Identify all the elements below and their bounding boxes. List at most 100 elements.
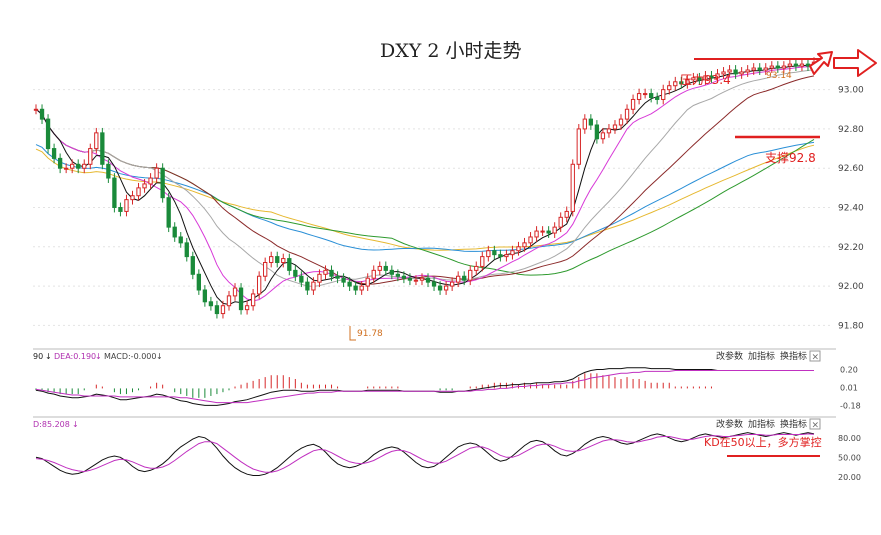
candle-body (124, 199, 129, 212)
candle-body (745, 69, 750, 73)
candle-body (510, 250, 515, 256)
ma10-line (35, 65, 815, 302)
candle-body (190, 256, 195, 275)
candle-body (136, 187, 141, 197)
candle-body (793, 63, 799, 67)
candle-body (142, 183, 147, 189)
candle-body (781, 65, 787, 69)
kd-close-icon: × (812, 421, 820, 431)
candle-body (395, 273, 401, 277)
kd-switch-indicator-button[interactable]: 换指标 (780, 418, 807, 430)
kd-tick-label: 20.00 (838, 473, 861, 482)
candle-body (474, 265, 479, 271)
candle-body (775, 65, 780, 69)
macd-dea-line (35, 370, 814, 404)
macd-panel: 90 ↓ DEA:0.190 ↓ MACD:-0.000 ↓ 改参数 加指标 换… (33, 350, 821, 363)
candle-body (799, 63, 805, 67)
kd-k-line (35, 432, 815, 476)
price-tick-label: 92.00 (838, 282, 864, 292)
macd-tick-label: 0.20 (840, 366, 858, 375)
kd-d-line (35, 433, 815, 473)
candle-body (564, 210, 569, 218)
candle-body (552, 226, 557, 234)
candle-body (594, 124, 600, 140)
macd-switch-indicator-button[interactable]: 换指标 (780, 350, 807, 362)
macd-modify-params-button[interactable]: 改参数 (716, 350, 743, 362)
candle-body (558, 216, 563, 228)
kd-add-indicator-button[interactable]: 加指标 (748, 418, 775, 430)
right-arrow-icon (833, 49, 877, 77)
macd-axis: 0.20 0.01 -0.18 (840, 366, 861, 411)
candle-body (82, 163, 87, 169)
main-grid (33, 89, 830, 326)
candle-body (220, 305, 226, 315)
candle-body (293, 269, 298, 277)
candle-body (769, 65, 774, 69)
candle-body (534, 230, 539, 238)
price-tick-label: 92.20 (838, 243, 864, 253)
price-tick-label: 92.60 (838, 164, 864, 174)
candle-body (323, 269, 328, 275)
kd-d-arrow: ↓ (72, 420, 79, 429)
candle-body (443, 285, 449, 291)
candle-body (184, 242, 189, 258)
candle-body (238, 287, 244, 311)
candle-body (130, 195, 135, 201)
kd-note-label: KD在50以上，多方掌控 (704, 435, 822, 449)
price-tick-label: 93.00 (838, 86, 864, 96)
ma30-line (35, 75, 815, 285)
candle-body (359, 285, 364, 291)
candle-body (100, 132, 105, 165)
candle-body (606, 128, 612, 134)
candle-body (45, 118, 51, 150)
macd-close-button[interactable] (809, 350, 821, 362)
kd-panel: D:85.208 ↓ 改参数 加指标 换指标 × (33, 418, 821, 431)
kd-close-button[interactable] (809, 418, 821, 430)
candle-body (112, 177, 117, 209)
candle-body (649, 93, 654, 98)
candle-body (383, 265, 388, 271)
kd-tick-label: 80.00 (838, 434, 861, 443)
candle-body (576, 128, 581, 165)
candle-body (667, 85, 672, 91)
candle-body (63, 167, 69, 170)
candle-body (492, 250, 497, 256)
candle-body (787, 63, 793, 67)
candle-body (498, 254, 503, 258)
candle-body (679, 81, 684, 85)
candle-body (275, 256, 280, 264)
candle-body (341, 277, 346, 283)
candle-body (256, 275, 262, 295)
high-price-label: 93.14 (766, 71, 792, 81)
candlesticks (33, 57, 817, 319)
candle-body (709, 75, 714, 79)
candle-body (685, 79, 690, 85)
candle-body (757, 67, 762, 71)
candle-body (311, 281, 316, 291)
price-tick-label: 91.80 (838, 321, 864, 331)
candle-body (540, 230, 545, 233)
candle-body (468, 269, 473, 281)
candle-body (419, 277, 425, 281)
candle-body (299, 275, 304, 283)
kd-modify-params-button[interactable]: 改参数 (716, 418, 743, 430)
candle-body (317, 273, 322, 283)
macd-header-arrow: ↓ (45, 352, 52, 361)
breakout-arrow-icon (809, 51, 833, 75)
candle-body (51, 148, 57, 159)
candle-body (347, 281, 352, 287)
resistance-label: 压力93.4 (680, 73, 731, 87)
candle-body (94, 132, 99, 150)
kd-plot (35, 432, 815, 476)
low-price-label: 91.78 (357, 329, 383, 339)
candle-body (612, 124, 618, 130)
candle-body (329, 269, 334, 277)
candle-body (600, 132, 606, 140)
macd-value-label: MACD:-0.000 (104, 352, 156, 361)
candle-body (588, 118, 594, 126)
candle-body (88, 148, 93, 165)
candle-body (697, 77, 702, 81)
macd-add-indicator-button[interactable]: 加指标 (748, 350, 775, 362)
candle-body (636, 93, 642, 100)
